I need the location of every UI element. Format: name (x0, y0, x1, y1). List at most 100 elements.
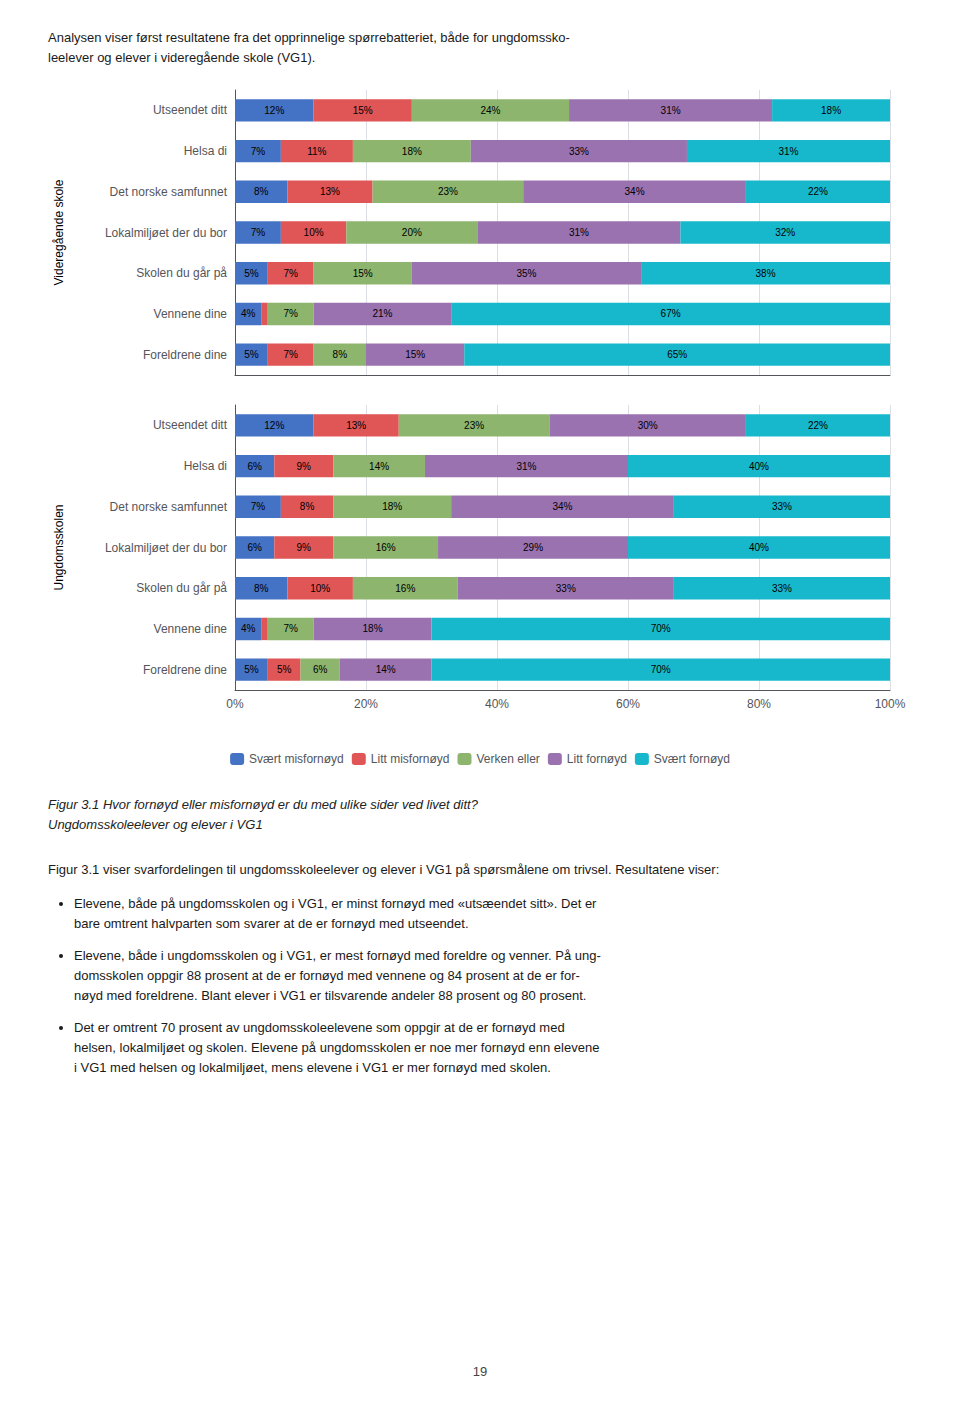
html-text:Figur 3.1 viser svarfordelinge: Figur 3.1 viser svarfordelingen til ungd… (48, 862, 720, 877)
svg-text:5%: 5% (244, 268, 259, 279)
svg-text:65%: 65% (667, 349, 687, 360)
svg-text:4%: 4% (241, 308, 256, 319)
svg-text:7%: 7% (283, 349, 298, 360)
svg-text:100%: 100% (875, 697, 906, 711)
svg-text:70%: 70% (651, 664, 671, 675)
svg-text:Litt misfornøyd: Litt misfornøyd (371, 752, 450, 766)
svg-text:7%: 7% (283, 623, 298, 634)
svg-text:7%: 7% (251, 146, 266, 157)
svg-text:22%: 22% (808, 420, 828, 431)
svg-text:8%: 8% (333, 349, 348, 360)
svg-text:34%: 34% (552, 501, 572, 512)
svg-text:6%: 6% (247, 542, 262, 553)
svg-text:12%: 12% (264, 105, 284, 116)
svg-text:5%: 5% (244, 664, 259, 675)
svg-text:Skolen du går på: Skolen du går på (136, 581, 227, 595)
svg-text:9%: 9% (297, 542, 312, 553)
svg-text:9%: 9% (297, 461, 312, 472)
svg-text:Litt fornøyd: Litt fornøyd (567, 752, 627, 766)
svg-text:31%: 31% (516, 461, 536, 472)
svg-text:10%: 10% (310, 583, 330, 594)
svg-text:7%: 7% (283, 268, 298, 279)
svg-text:18%: 18% (382, 501, 402, 512)
svg-text:33%: 33% (772, 583, 792, 594)
svg-text:8%: 8% (254, 583, 269, 594)
svg-text:22%: 22% (808, 186, 828, 197)
svg-text:18%: 18% (363, 623, 383, 634)
svg-text:15%: 15% (353, 105, 373, 116)
svg-text:29%: 29% (523, 542, 543, 553)
svg-text:67%: 67% (661, 308, 681, 319)
svg-text:20%: 20% (402, 227, 422, 238)
svg-text:34%: 34% (625, 186, 645, 197)
svg-text:Vennene dine: Vennene dine (154, 307, 228, 321)
svg-text:Lokalmiljøet der du bor: Lokalmiljøet der du bor (105, 541, 227, 555)
svg-text:31%: 31% (778, 146, 798, 157)
svg-text:7%: 7% (251, 501, 266, 512)
svg-text:23%: 23% (464, 420, 484, 431)
svg-text:40%: 40% (485, 697, 509, 711)
svg-text:16%: 16% (376, 542, 396, 553)
svg-text:14%: 14% (376, 664, 396, 675)
svg-text:Det norske samfunnet: Det norske samfunnet (110, 185, 228, 199)
svg-text:Verken eller: Verken eller (476, 752, 539, 766)
html-text:Ungdomsskoleelever og elever i: Ungdomsskoleelever og elever i VG1 (48, 817, 263, 832)
svg-text:70%: 70% (651, 623, 671, 634)
svg-text:Svært fornøyd: Svært fornøyd (654, 752, 730, 766)
svg-text:40%: 40% (749, 461, 769, 472)
svg-text:23%: 23% (438, 186, 458, 197)
svg-text:Foreldrene dine: Foreldrene dine (143, 348, 227, 362)
svg-text:13%: 13% (346, 420, 366, 431)
svg-text:12%: 12% (264, 420, 284, 431)
svg-text:11%: 11% (307, 146, 326, 157)
svg-text:Skolen du går på: Skolen du går på (136, 266, 227, 280)
svg-text:24%: 24% (480, 105, 500, 116)
svg-text:32%: 32% (775, 227, 795, 238)
svg-text:Videregående skole: Videregående skole (52, 179, 66, 285)
svg-text:80%: 80% (747, 697, 771, 711)
svg-text:7%: 7% (251, 227, 266, 238)
svg-text:18%: 18% (402, 146, 422, 157)
svg-text:31%: 31% (569, 227, 589, 238)
svg-text:38%: 38% (756, 268, 776, 279)
svg-text:33%: 33% (569, 146, 589, 157)
svg-text:Lokalmiljøet der du bor: Lokalmiljøet der du bor (105, 226, 227, 240)
svg-text:30%: 30% (638, 420, 658, 431)
svg-text:0%: 0% (226, 697, 244, 711)
svg-text:15%: 15% (353, 268, 373, 279)
html-text:Figur 3.1 Hvor fornøyd eller m: Figur 3.1 Hvor fornøyd eller misfornøyd … (48, 797, 478, 812)
svg-text:6%: 6% (247, 461, 262, 472)
svg-text:20%: 20% (354, 697, 378, 711)
svg-text:16%: 16% (395, 583, 415, 594)
svg-text:Utseendet ditt: Utseendet ditt (153, 103, 228, 117)
svg-text:21%: 21% (372, 308, 392, 319)
svg-text:Ungdomsskolen: Ungdomsskolen (52, 504, 66, 590)
svg-text:7%: 7% (283, 308, 298, 319)
svg-text:Svært misfornøyd: Svært misfornøyd (249, 752, 344, 766)
svg-text:Helsa di: Helsa di (184, 459, 227, 473)
svg-text:6%: 6% (313, 664, 328, 675)
svg-text:Foreldrene dine: Foreldrene dine (143, 663, 227, 677)
svg-text:4%: 4% (241, 623, 256, 634)
svg-text:33%: 33% (772, 501, 792, 512)
svg-text:10%: 10% (304, 227, 324, 238)
svg-text:13%: 13% (320, 186, 340, 197)
svg-text:14%: 14% (369, 461, 389, 472)
svg-text:Helsa di: Helsa di (184, 144, 227, 158)
svg-text:Det norske samfunnet: Det norske samfunnet (110, 500, 228, 514)
svg-text:15%: 15% (405, 349, 425, 360)
svg-text:Vennene dine: Vennene dine (154, 622, 228, 636)
svg-text:31%: 31% (661, 105, 681, 116)
svg-text:Utseendet ditt: Utseendet ditt (153, 418, 228, 432)
svg-text:8%: 8% (254, 186, 269, 197)
svg-text:5%: 5% (244, 349, 259, 360)
html-text:Analysen viser først resultate: Analysen viser først resultatene fra det… (48, 30, 570, 45)
svg-text:35%: 35% (516, 268, 536, 279)
svg-text:5%: 5% (277, 664, 292, 675)
svg-text:18%: 18% (821, 105, 841, 116)
svg-text:8%: 8% (300, 501, 315, 512)
svg-text:33%: 33% (556, 583, 576, 594)
svg-text:60%: 60% (616, 697, 640, 711)
svg-text:40%: 40% (749, 542, 769, 553)
html-text:leelever og elever i videregåe: leelever og elever i videregående skole … (48, 50, 316, 65)
